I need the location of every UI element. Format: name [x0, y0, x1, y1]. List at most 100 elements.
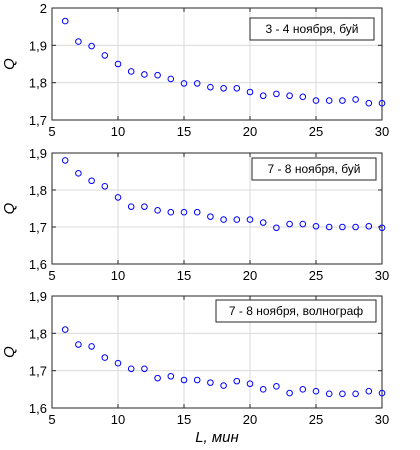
y-tick-label: 1,9 [29, 289, 47, 304]
data-point [127, 68, 135, 75]
data-point [233, 377, 241, 385]
data-point [193, 376, 201, 384]
data-point [299, 220, 307, 228]
data-point [127, 365, 135, 373]
chart-2: 5 10 15 20 25 30 1,6 1,7 1,8 1,9 Q 7 - 8 ноября, бу… [1, 146, 389, 283]
x-tick-label: 15 [177, 124, 191, 139]
data-point [339, 97, 346, 104]
data-point [246, 380, 254, 388]
data-point [365, 387, 373, 395]
data-point [365, 222, 373, 230]
y-tick-label: 1,8 [29, 326, 47, 341]
data-point [233, 84, 241, 92]
data-point [246, 88, 254, 96]
data-point [114, 359, 122, 367]
data-point [378, 389, 386, 397]
legend-label: 3 - 4 ноября, буй [265, 22, 358, 36]
data-point [325, 390, 333, 398]
y-axis-label: Q [1, 346, 18, 358]
legend-box [249, 17, 375, 41]
x-axis-label: L, мин [195, 429, 239, 446]
data-point [325, 223, 333, 231]
x-tick-label: 20 [243, 124, 257, 139]
plot-frame [51, 7, 383, 121]
x-tick-label: 5 [48, 412, 55, 427]
data-point [273, 224, 280, 232]
x-tick-label: 25 [309, 124, 323, 139]
data-point [180, 208, 188, 216]
data-point [167, 372, 175, 380]
data-point [141, 71, 148, 78]
y-tick-label: 1,7 [29, 220, 47, 235]
y-axis-label: Q [1, 202, 18, 214]
data-point [61, 326, 69, 333]
data-point [75, 38, 82, 45]
data-point [312, 97, 320, 104]
y-tick-label: 1,8 [29, 76, 47, 91]
data-point [259, 219, 267, 226]
x-tick-label: 5 [48, 124, 55, 139]
legend-box [251, 157, 377, 181]
chart-1: 5 10 15 20 25 30 1,7 1,8 1,9 2 Q 3 - 4 ноября, буй [1, 1, 389, 139]
data-point [88, 42, 95, 50]
data-point [273, 90, 280, 98]
x-tick-label: 30 [375, 412, 389, 427]
data-point [378, 224, 386, 232]
x-tick-label: 15 [177, 412, 191, 427]
data-point [365, 99, 373, 107]
data-point [220, 216, 227, 223]
data-point [154, 207, 161, 214]
data-point [299, 93, 307, 101]
data-point [101, 183, 109, 190]
data-point [220, 382, 227, 389]
data-point [101, 354, 109, 361]
data-point [167, 208, 175, 216]
data-point [286, 389, 293, 397]
x-tick-label: 20 [243, 412, 257, 427]
data-point [114, 60, 122, 68]
data-point [154, 374, 161, 382]
data-point [378, 99, 386, 107]
data-point [352, 223, 359, 231]
data-point [299, 386, 307, 393]
data-point [180, 376, 188, 384]
data-point [75, 341, 82, 348]
y-tick-label: 1,7 [29, 113, 47, 128]
data-point [246, 216, 254, 223]
y-tick-label: 1,6 [29, 257, 47, 272]
data-point [339, 223, 346, 231]
y-tick-label: 1,9 [29, 146, 47, 161]
data-point [61, 157, 69, 164]
x-tick-label: 30 [375, 124, 389, 139]
data-point [127, 203, 135, 210]
data-point [286, 92, 293, 100]
data-point [259, 92, 267, 100]
data-point [312, 387, 320, 395]
data-point [273, 383, 280, 390]
data-point [88, 343, 95, 350]
x-tick-label: 10 [111, 412, 125, 427]
data-point [114, 194, 122, 201]
data-point [312, 222, 320, 230]
data-point [339, 390, 346, 398]
data-point [193, 80, 201, 87]
legend-label: 7 - 8 ноября, волнограф [229, 304, 363, 318]
data-point [167, 75, 175, 83]
x-tick-label: 20 [243, 268, 257, 283]
x-tick-label: 25 [309, 268, 323, 283]
y-tick-label: 2 [40, 1, 47, 16]
y-axis-label: Q [1, 58, 18, 70]
data-point [352, 390, 359, 398]
data-point [207, 213, 214, 220]
data-point [75, 170, 82, 177]
x-tick-label: 10 [111, 268, 125, 283]
data-point [325, 97, 333, 104]
legend-box [215, 299, 377, 323]
chart-3: 5 10 15 20 25 30 1,6 1,7 1,8 1,9 Q L, мин 7 - 8 нояб… [1, 289, 389, 446]
data-point [180, 80, 188, 87]
data-point [141, 203, 148, 210]
x-tick-label: 30 [375, 268, 389, 283]
data-point [193, 208, 201, 216]
data-point [259, 386, 267, 393]
